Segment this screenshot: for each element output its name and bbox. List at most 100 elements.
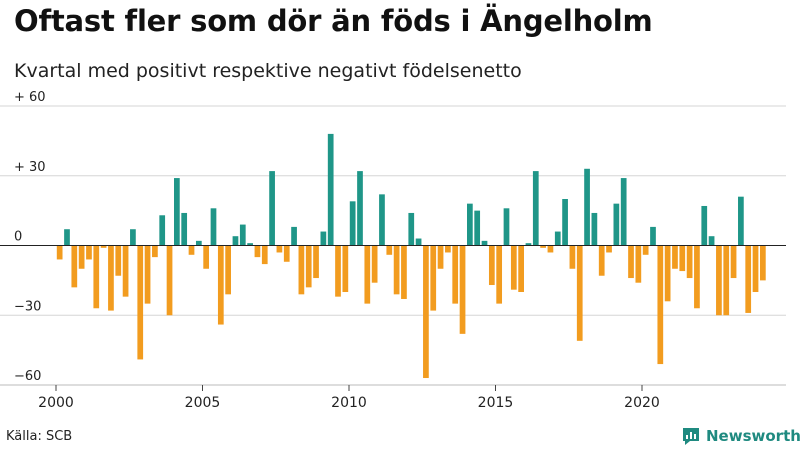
bar [576, 245, 583, 341]
bar [291, 226, 297, 246]
bar [320, 231, 327, 246]
bar [401, 245, 407, 299]
bar [71, 245, 78, 288]
bar [159, 215, 166, 246]
bar [562, 199, 568, 246]
bar [445, 245, 451, 253]
bar [620, 178, 627, 246]
bar [730, 245, 737, 279]
bar [379, 194, 385, 246]
bar [745, 245, 752, 313]
newsworthy-logo-icon [683, 428, 699, 445]
bar [64, 229, 70, 246]
bar [115, 245, 122, 276]
bar [100, 245, 107, 248]
x-tick-label: 2005 [185, 395, 221, 411]
source-note: Källa: SCB [6, 429, 73, 444]
bar [269, 171, 275, 246]
bar [532, 171, 539, 246]
bar [313, 245, 319, 279]
bar [679, 245, 686, 272]
bar [488, 245, 495, 286]
bar [130, 229, 136, 246]
bar [452, 245, 459, 304]
bar [503, 208, 510, 246]
bar [664, 245, 671, 302]
bar [305, 245, 312, 288]
bar [283, 245, 290, 262]
bar [459, 245, 466, 334]
chart-title: Oftast fler som dör än föds i Ängelholm [14, 4, 653, 38]
bar [188, 245, 195, 255]
bar [437, 245, 444, 269]
bar [203, 245, 210, 269]
bar [108, 245, 114, 311]
x-tick-label: 2010 [331, 395, 367, 411]
bar [93, 245, 100, 309]
bar [327, 133, 334, 246]
bar [408, 212, 415, 246]
bar [210, 208, 217, 246]
bar [628, 245, 634, 279]
bar [122, 245, 129, 297]
bar [496, 245, 503, 304]
bar [217, 245, 224, 325]
bar [657, 245, 664, 365]
bar [525, 243, 532, 246]
bar [672, 245, 678, 269]
bar [393, 245, 400, 295]
bar [423, 245, 429, 379]
bar [467, 203, 473, 246]
bar [642, 245, 649, 255]
bar [752, 245, 759, 292]
bar [510, 245, 517, 290]
bar [760, 245, 766, 281]
bar [686, 245, 693, 279]
bar [349, 201, 356, 246]
bar [357, 171, 363, 246]
bar [481, 240, 488, 246]
bar [598, 245, 605, 276]
bar [474, 210, 481, 246]
x-tick-label: 2000 [38, 395, 74, 411]
bar [152, 245, 158, 258]
bar [386, 245, 393, 255]
bar [701, 205, 708, 246]
y-tick-label: −30 [14, 299, 41, 314]
y-tick-label: 0 [14, 230, 22, 245]
bar [86, 245, 92, 260]
y-tick-label: + 30 [14, 160, 46, 175]
x-tick-label: 2015 [478, 395, 514, 411]
bar [254, 245, 261, 258]
bar [606, 245, 612, 253]
bar [569, 245, 576, 269]
bar [716, 245, 722, 316]
bar [144, 245, 151, 304]
bar [335, 245, 341, 297]
bar [181, 212, 188, 246]
brand-name: Newsworthy [706, 427, 800, 445]
bar [137, 245, 144, 360]
bar [635, 245, 642, 283]
bar [547, 245, 554, 253]
brand: Newsworthy [681, 426, 800, 446]
bar [261, 245, 268, 265]
bar [276, 245, 283, 253]
bar [584, 168, 590, 246]
bar [540, 245, 546, 248]
bar [613, 203, 620, 246]
bar [364, 245, 371, 304]
bar [298, 245, 305, 295]
bar [430, 245, 437, 311]
bar [371, 245, 378, 283]
bar [56, 245, 63, 260]
bar [174, 178, 180, 246]
bar [342, 245, 349, 292]
chart-subtitle: Kvartal med positivt respektive negativt… [14, 60, 522, 82]
bar [415, 238, 422, 246]
bar [591, 212, 598, 246]
bar [723, 245, 730, 316]
y-tick-label: −60 [14, 369, 41, 384]
bar [195, 240, 202, 246]
